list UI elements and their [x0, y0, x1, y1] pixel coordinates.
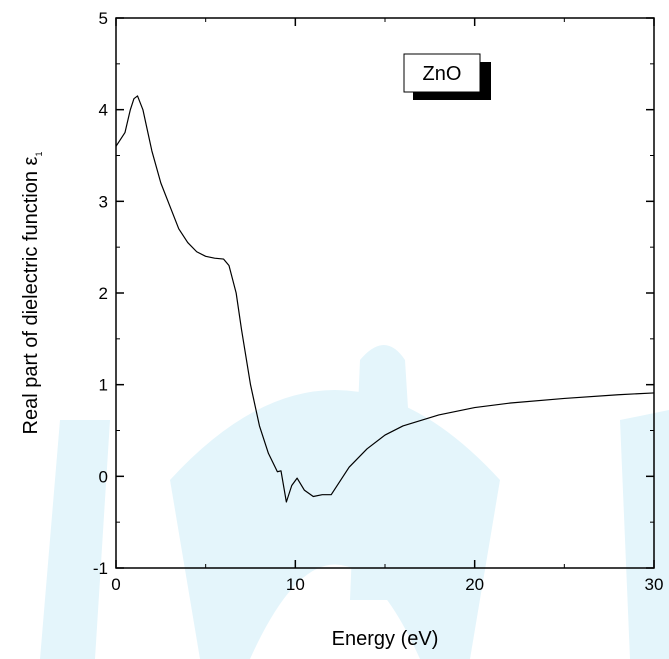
y-tick-label: 4 [99, 101, 108, 120]
x-tick-label: 30 [645, 575, 664, 594]
x-tick-label: 20 [465, 575, 484, 594]
y-tick-label: 2 [99, 284, 108, 303]
axes-frame [115, 17, 655, 569]
y-axis-label-text: Real part of dielectric function ε [20, 156, 42, 434]
watermark [40, 345, 669, 659]
annotation: ZnO [423, 63, 462, 85]
annotation-box [403, 53, 481, 93]
y-axis-label-subscript: 1 [34, 152, 44, 157]
data-line [115, 95, 655, 503]
x-tick-label: 0 [111, 575, 120, 594]
y-axis-label: Real part of dielectric function ε1 [20, 152, 44, 435]
x-tick-label: 10 [286, 575, 305, 594]
x-axis-label: Energy (eV) [332, 628, 439, 650]
y-tick-label: -1 [93, 559, 108, 578]
y-tick-label: 1 [99, 376, 108, 395]
y-tick-label: 3 [99, 192, 108, 211]
y-tick-label: 0 [99, 467, 108, 486]
y-tick-label: 5 [99, 9, 108, 28]
